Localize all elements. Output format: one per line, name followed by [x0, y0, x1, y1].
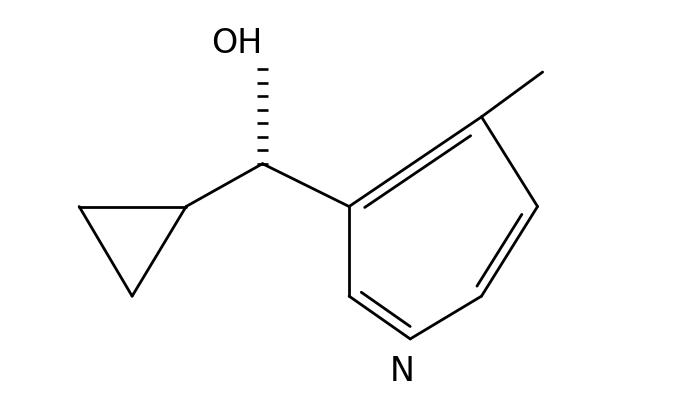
Text: N: N	[389, 355, 415, 388]
Text: OH: OH	[211, 27, 263, 60]
